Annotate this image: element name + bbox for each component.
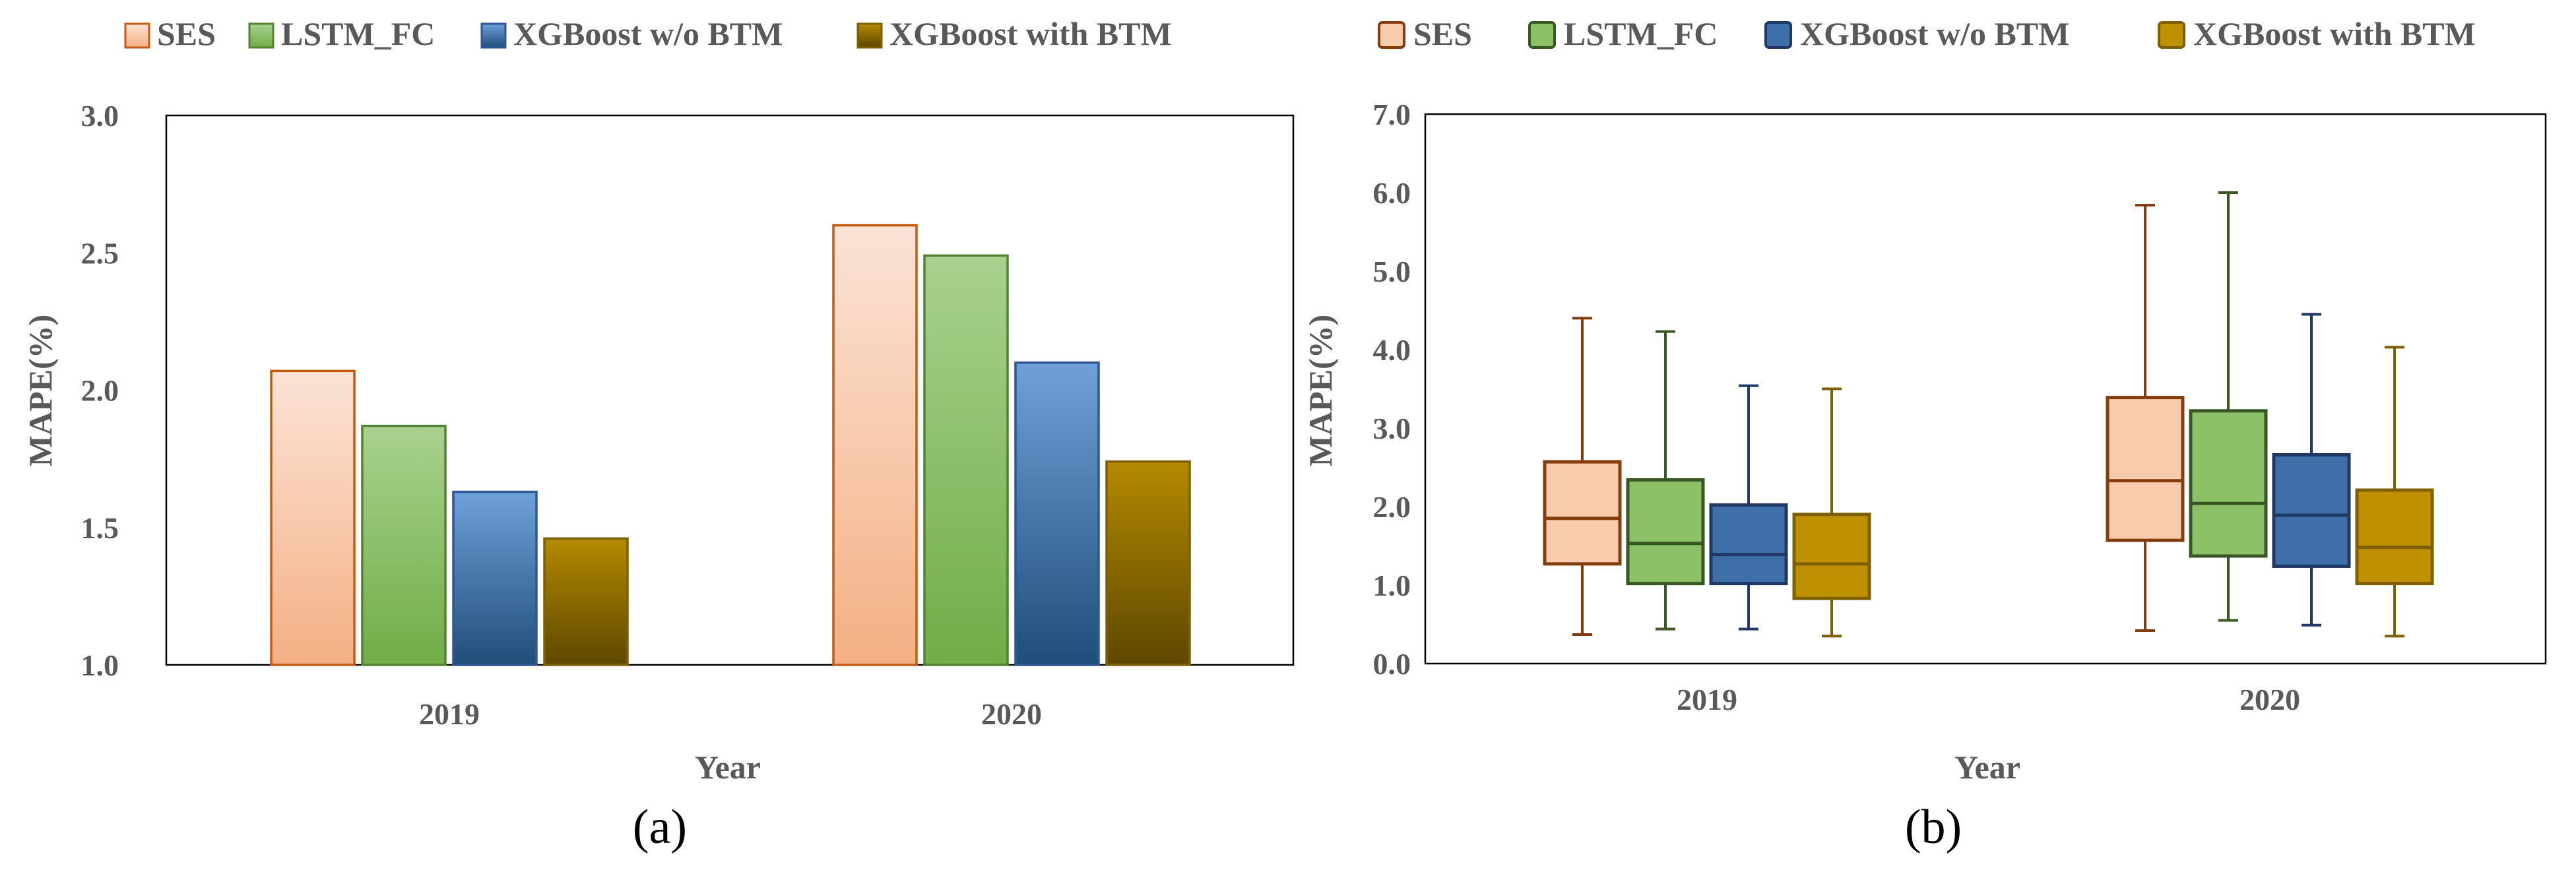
panel-b-y-axis-label: MAPE(%) bbox=[1302, 315, 1339, 467]
legend-a-swatch-lstm bbox=[248, 22, 274, 49]
bar-ses-2020 bbox=[832, 224, 918, 666]
box-iqr bbox=[1626, 478, 1705, 586]
panel-a-plot-frame bbox=[165, 114, 1295, 666]
box-iqr bbox=[1792, 513, 1871, 600]
panel-b-caption: (b) bbox=[1905, 800, 1962, 854]
panel-b-plot-frame bbox=[1424, 113, 2547, 665]
legend-a-label-lstm: LSTM_FC bbox=[281, 15, 435, 52]
panel-a-y-tick-label: 1.0 bbox=[81, 648, 119, 682]
panel-a-y-axis-label: MAPE(%) bbox=[22, 315, 59, 467]
panel-b-boxes bbox=[1543, 191, 2434, 638]
legend-b-swatch-ses bbox=[1378, 21, 1405, 49]
legend-b-label-xgb: XGBoost w/o BTM bbox=[1800, 15, 2069, 52]
box-lstm-2019 bbox=[1626, 330, 1705, 631]
legend-a-swatch-xgb bbox=[480, 22, 507, 49]
panel-a-y-tick-label: 2.0 bbox=[81, 374, 119, 408]
bar-xgb-2019 bbox=[452, 490, 538, 666]
panel-b-y-ticks: 0.0 1.0 2.0 3.0 4.0 5.0 6.0 7.0 bbox=[1373, 98, 1411, 681]
bar-lstm-2019 bbox=[361, 424, 447, 666]
panel-b-x-axis-label: Year bbox=[1954, 749, 2020, 786]
box-iqr bbox=[2272, 453, 2351, 568]
legend-b-label-ses: SES bbox=[1413, 15, 1472, 52]
legend-b-swatch-lstm bbox=[1528, 21, 1556, 49]
panel-a-y-tick-label: 2.5 bbox=[81, 236, 119, 270]
bar-xgbbtm-2019 bbox=[543, 537, 629, 666]
panel-b-y-tick-label: 0.0 bbox=[1373, 647, 1411, 681]
panel-a-bars bbox=[270, 224, 1191, 666]
legend-b-swatch-xgbbtm bbox=[2158, 21, 2185, 49]
panel-b-y-tick-label: 5.0 bbox=[1373, 255, 1411, 288]
box-iqr bbox=[1543, 460, 1622, 566]
panel-b-x-ticks: 2019 2020 bbox=[1677, 683, 2300, 716]
panel-b-legend: SES LSTM_FC XGBoost w/o BTM XGBoost with BT… bbox=[1378, 15, 2476, 52]
box-iqr bbox=[2106, 396, 2185, 542]
box-xgb-2020 bbox=[2272, 313, 2351, 627]
bar-xgb-2020 bbox=[1014, 361, 1100, 666]
bar-lstm-2020 bbox=[923, 254, 1009, 666]
legend-b-label-lstm: LSTM_FC bbox=[1564, 15, 1718, 52]
panel-a-x-axis-label: Year bbox=[695, 749, 761, 786]
panel-b-x-tick-2019: 2019 bbox=[1677, 683, 1737, 716]
panel-a-legend: SES LSTM_FC XGBoost w/o BTM XGBoost with BT… bbox=[124, 15, 1172, 52]
box-xgbbtm-2020 bbox=[2355, 346, 2434, 638]
legend-a-swatch-xgbbtm bbox=[856, 22, 883, 49]
panel-b-y-tick-label: 7.0 bbox=[1373, 98, 1411, 131]
panel-a-x-ticks: 2019 2020 bbox=[419, 697, 1042, 731]
panel-b-x-tick-2020: 2020 bbox=[2239, 683, 2300, 716]
box-xgbbtm-2019 bbox=[1792, 387, 1871, 638]
panel-b-y-tick-label: 6.0 bbox=[1373, 176, 1411, 210]
panel-b-y-tick-label: 4.0 bbox=[1373, 333, 1411, 367]
box-iqr bbox=[1709, 503, 1788, 586]
box-ses-2019 bbox=[1543, 317, 1622, 636]
panel-a-caption: (a) bbox=[633, 800, 687, 854]
panel-a-y-tick-label: 1.5 bbox=[81, 511, 119, 545]
panel-a-x-tick-2020: 2020 bbox=[981, 697, 1042, 731]
panel-b-y-tick-label: 1.0 bbox=[1373, 569, 1411, 602]
panel-b-y-tick-label: 2.0 bbox=[1373, 490, 1411, 524]
legend-b-label-xgbbtm: XGBoost with BTM bbox=[2193, 15, 2476, 52]
panel-a-bar-chart: SES LSTM_FC XGBoost w/o BTM XGBoost with BT… bbox=[22, 15, 1295, 854]
box-iqr bbox=[2355, 488, 2434, 586]
box-lstm-2020 bbox=[2189, 191, 2268, 622]
legend-a-label-ses: SES bbox=[157, 15, 216, 52]
legend-a-swatch-ses bbox=[124, 22, 150, 49]
panel-a-y-ticks: 1.0 1.5 2.0 2.5 3.0 bbox=[81, 99, 119, 682]
panel-b-y-tick-label: 3.0 bbox=[1373, 412, 1411, 445]
box-iqr bbox=[2189, 409, 2268, 558]
box-ses-2020 bbox=[2106, 204, 2185, 633]
panel-b-box-plot: SES LSTM_FC XGBoost w/o BTM XGBoost with BT… bbox=[1302, 15, 2547, 854]
panel-a-x-tick-2019: 2019 bbox=[419, 697, 480, 731]
bar-ses-2019 bbox=[270, 369, 356, 666]
legend-a-label-xgb: XGBoost w/o BTM bbox=[513, 15, 783, 52]
bar-xgbbtm-2020 bbox=[1105, 460, 1191, 666]
legend-a-label-xgbbtm: XGBoost with BTM bbox=[889, 15, 1172, 52]
panel-a-y-tick-label: 3.0 bbox=[81, 99, 119, 133]
box-xgb-2019 bbox=[1709, 384, 1788, 631]
legend-b-swatch-xgb bbox=[1764, 21, 1792, 49]
